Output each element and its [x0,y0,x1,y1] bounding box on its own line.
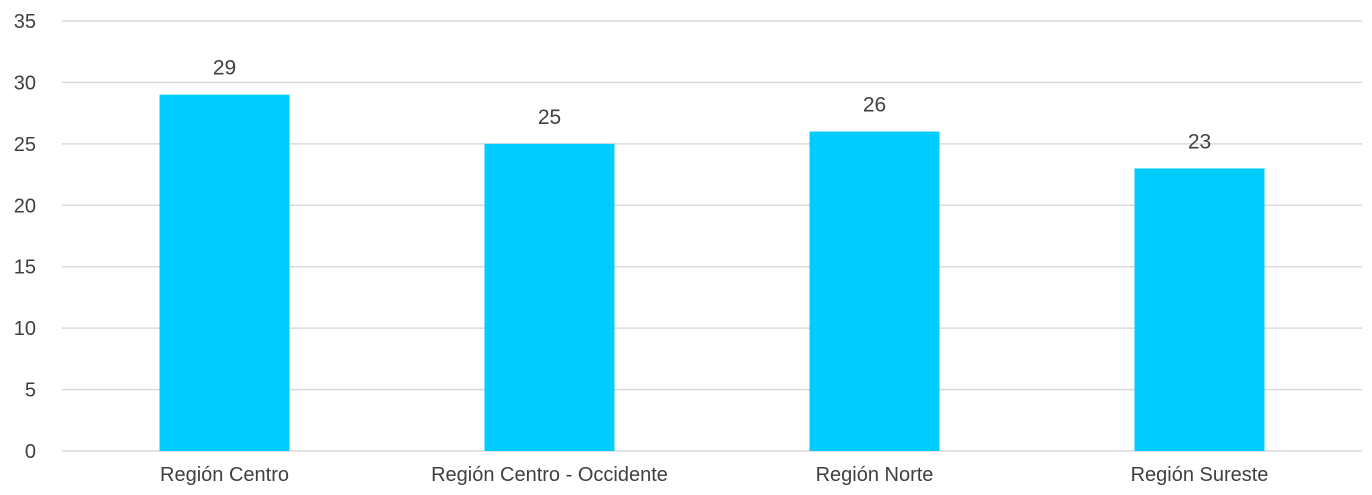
bar [809,131,940,452]
y-tick-label: 0 [25,441,36,463]
y-tick-label: 5 [25,380,36,402]
data-label: 25 [538,106,561,129]
category-label: Región Sureste [1131,464,1269,486]
data-label: 29 [213,57,236,80]
y-axis-tick-labels: 0 5 10 15 20 25 30 35 [14,11,36,463]
y-tick-label: 25 [14,134,36,156]
bars [159,94,1265,452]
bar [484,143,615,451]
y-tick-label: 30 [14,72,36,94]
category-label: Región Norte [816,464,934,486]
y-tick-label: 10 [14,318,36,340]
category-label: Región Centro [160,464,289,486]
data-labels: 29 25 26 23 [213,57,1211,154]
category-label: Región Centro - Occidente [431,464,668,486]
data-label: 23 [1188,130,1211,153]
y-tick-label: 15 [14,257,36,279]
x-axis-category-labels: Región Centro Región Centro - Occidente Re… [160,464,1268,486]
data-label: 26 [863,94,886,117]
y-tick-label: 20 [14,195,36,217]
y-tick-label: 35 [14,11,36,33]
bar [159,94,290,451]
bar [1134,168,1265,451]
